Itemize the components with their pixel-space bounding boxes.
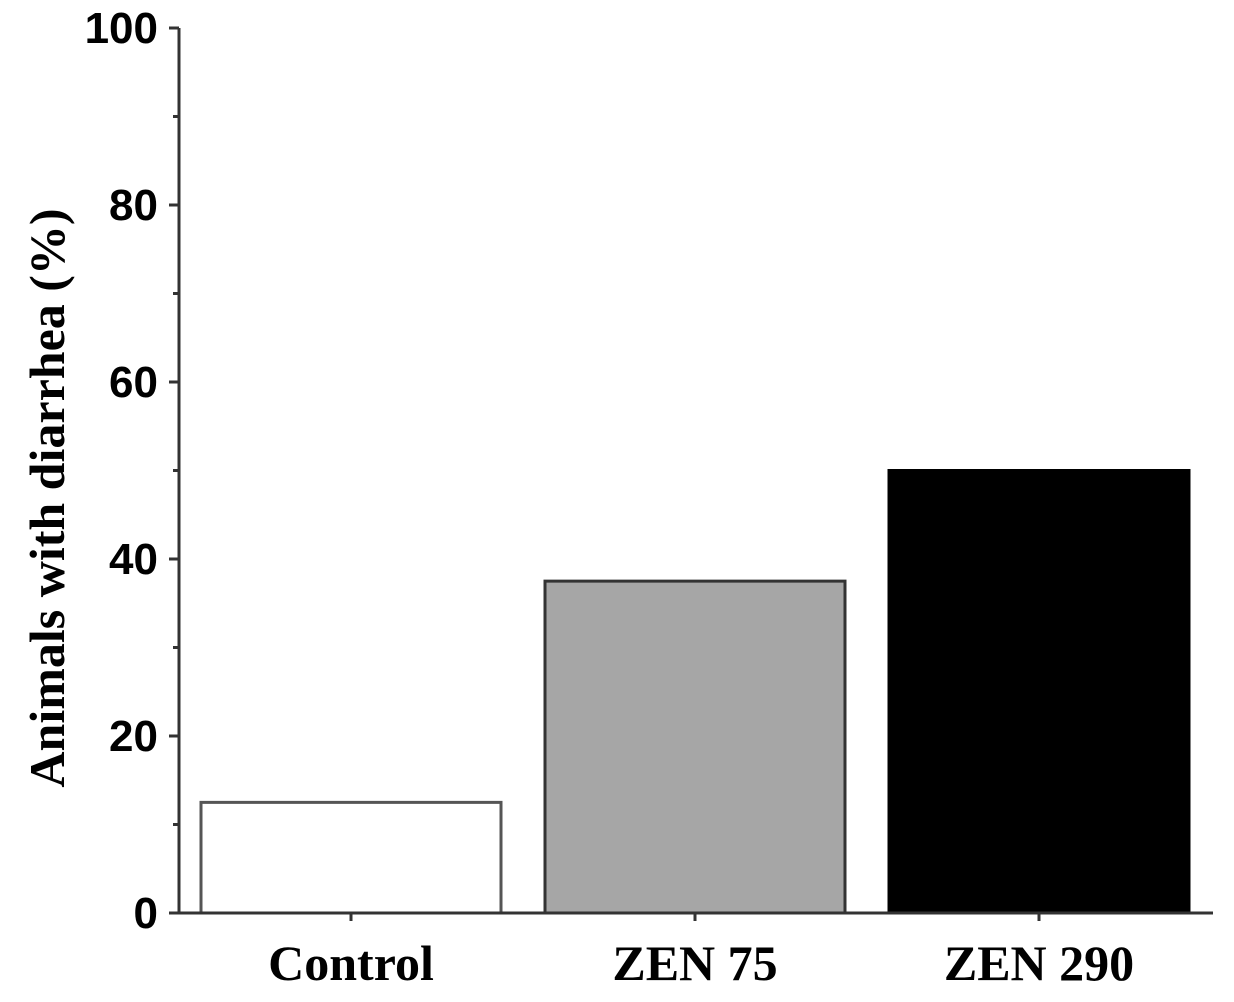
y-axis-title: Animals with diarrhea (%): [19, 208, 75, 787]
y-tick-label: 60: [109, 358, 158, 407]
y-tick-label: 20: [109, 712, 158, 761]
y-tick-label: 40: [109, 535, 158, 584]
bar-zen-75: [543, 579, 847, 915]
bar-control: [199, 800, 503, 915]
x-category-label: ZEN 290: [944, 935, 1134, 991]
y-tick-label: 100: [85, 4, 158, 53]
bar-zen-290: [887, 469, 1191, 915]
x-axis-category-labels: Control ZEN 75 ZEN 290: [268, 935, 1134, 991]
bars: [199, 469, 1191, 915]
x-category-label: Control: [268, 935, 434, 991]
y-tick-label: 80: [109, 181, 158, 230]
y-axis-tick-labels: 0 20 40 60 80 100: [85, 4, 158, 938]
x-category-label: ZEN 75: [612, 935, 777, 991]
y-tick-label: 0: [134, 889, 158, 938]
